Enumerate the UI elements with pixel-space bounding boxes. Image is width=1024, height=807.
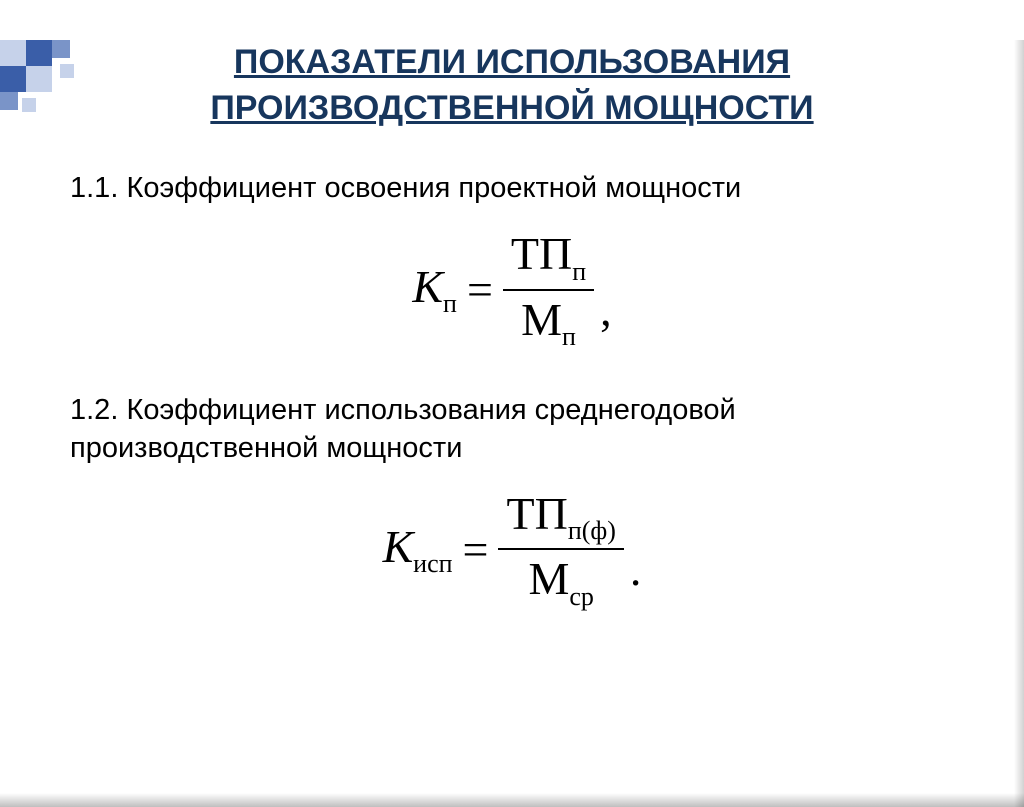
item-1-label: Коэффициент освоения проектной мощности	[126, 172, 741, 204]
f1-punct: ,	[600, 283, 612, 336]
f2-den-var: М	[528, 553, 569, 604]
decor-square	[0, 40, 26, 66]
decor-square	[22, 98, 36, 112]
f1-num-var: ТП	[511, 228, 572, 279]
decor-square	[0, 92, 18, 110]
formula-2: Кисп = ТПп(ф) Мср .	[70, 485, 954, 613]
f2-num-var: ТП	[506, 488, 567, 539]
right-shadow	[1014, 40, 1024, 807]
f2-num-sub: п(ф)	[568, 516, 616, 545]
f2-lhs-var: К	[383, 521, 414, 572]
f1-lhs-var: K	[412, 261, 443, 312]
decor-square	[26, 40, 52, 66]
item-1-text: 1.1. Коэффициент освоения проектной мощн…	[70, 170, 954, 208]
item-1-number: 1.1.	[70, 172, 118, 204]
equals-sign: =	[467, 263, 493, 316]
formula-1: Kп = ТПп Мп ,	[70, 225, 954, 353]
f2-num: ТПп(ф)	[498, 485, 623, 548]
decor-square	[60, 64, 74, 78]
f2-fraction: ТПп(ф) Мср	[498, 485, 623, 613]
slide: ПОКАЗАТЕЛИ ИСПОЛЬЗОВАНИЯ ПРОИЗВОДСТВЕННО…	[0, 40, 1024, 807]
decor-square	[26, 66, 52, 92]
f1-lhs-sub: п	[443, 289, 457, 318]
item-2-number: 1.2.	[70, 394, 118, 426]
f2-lhs: Кисп	[383, 520, 453, 579]
title-line1: ПОКАЗАТЕЛИ ИСПОЛЬЗОВАНИЯ	[234, 43, 790, 81]
f1-lhs: Kп	[412, 260, 457, 319]
f1-den-sub: п	[562, 322, 576, 351]
f1-den-var: М	[521, 294, 562, 345]
item-2-label: Коэффициент использования среднегодовой …	[70, 394, 736, 464]
f1-fraction: ТПп Мп	[503, 225, 594, 353]
content: 1.1. Коэффициент освоения проектной мощн…	[0, 170, 1024, 614]
f1-den: Мп	[513, 291, 584, 354]
f2-lhs-sub: исп	[413, 549, 452, 578]
equals-sign: =	[463, 523, 489, 576]
corner-decoration	[0, 40, 200, 130]
decor-square	[52, 40, 70, 58]
f2-punct: .	[630, 543, 642, 596]
decor-square	[0, 66, 26, 92]
f1-num: ТПп	[503, 225, 594, 288]
bottom-shadow	[0, 793, 1024, 807]
f2-den: Мср	[520, 550, 601, 613]
title-line2: ПРОИЗВОДСТВЕННОЙ МОЩНОСТИ	[210, 89, 813, 127]
item-2-text: 1.2. Коэффициент использования среднегод…	[70, 392, 954, 467]
f2-den-sub: ср	[569, 582, 594, 611]
f1-num-sub: п	[572, 257, 586, 286]
